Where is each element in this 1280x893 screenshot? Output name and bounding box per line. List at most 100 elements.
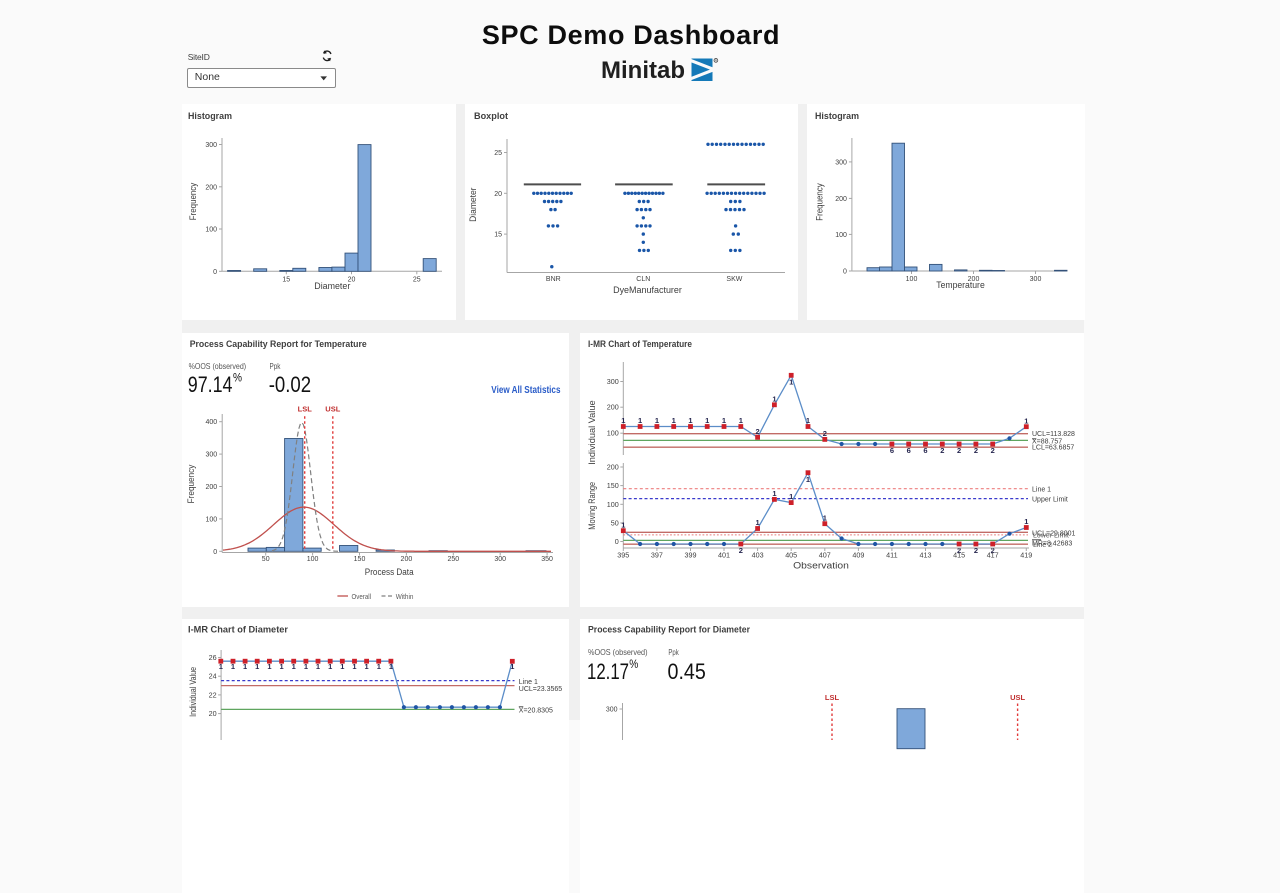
svg-text:100: 100 [607, 429, 619, 438]
svg-text:2: 2 [974, 546, 978, 555]
svg-text:1: 1 [316, 662, 320, 671]
svg-text:397: 397 [651, 551, 663, 560]
svg-text:100: 100 [835, 232, 847, 239]
svg-text:50: 50 [262, 556, 270, 563]
svg-text:Individual Value: Individual Value [188, 667, 198, 717]
svg-text:LSL: LSL [298, 405, 313, 414]
svg-text:1: 1 [1024, 517, 1028, 526]
svg-text:Upper Limit: Upper Limit [1032, 497, 1068, 504]
svg-text:200: 200 [607, 463, 619, 472]
svg-text:0: 0 [213, 269, 217, 276]
svg-text:Boxplot: Boxplot [474, 111, 509, 122]
svg-text:150: 150 [607, 481, 619, 490]
svg-text:300: 300 [607, 377, 619, 386]
svg-text:1: 1 [231, 662, 235, 671]
svg-text:%OOS (observed): %OOS (observed) [588, 647, 648, 657]
svg-text:CLN: CLN [636, 276, 650, 283]
svg-text:2: 2 [974, 446, 978, 455]
svg-text:25: 25 [494, 150, 502, 157]
svg-text:1: 1 [510, 662, 514, 671]
svg-text:100: 100 [607, 500, 619, 509]
svg-text:1: 1 [328, 662, 332, 671]
svg-text:350: 350 [541, 556, 553, 563]
svg-text:6: 6 [907, 446, 911, 455]
svg-text:1: 1 [789, 492, 793, 501]
svg-text:Diameter: Diameter [314, 281, 350, 291]
svg-text:22: 22 [209, 690, 217, 699]
svg-text:250: 250 [447, 556, 459, 563]
svg-text:200: 200 [401, 556, 413, 563]
svg-text:399: 399 [685, 551, 697, 560]
svg-text:-0.02: -0.02 [269, 372, 311, 397]
svg-text:2: 2 [823, 429, 827, 438]
svg-text:1: 1 [806, 475, 810, 484]
svg-text:1: 1 [389, 662, 393, 671]
svg-text:1: 1 [267, 662, 271, 671]
svg-text:%: % [629, 659, 638, 671]
svg-text:200: 200 [967, 276, 979, 283]
svg-text:1: 1 [280, 662, 284, 671]
svg-text:1: 1 [292, 662, 296, 671]
svg-text:Moving Range: Moving Range [587, 482, 597, 530]
svg-text:300: 300 [205, 142, 217, 149]
svg-text:Histogram: Histogram [188, 111, 232, 122]
svg-text:I-MR Chart of Temperature: I-MR Chart of Temperature [588, 339, 692, 350]
svg-text:Ppk: Ppk [668, 647, 679, 657]
svg-text:USL: USL [325, 405, 340, 414]
svg-text:Frequency: Frequency [188, 182, 198, 220]
svg-text:Frequency: Frequency [814, 183, 824, 221]
svg-text:20: 20 [209, 709, 217, 718]
svg-text:12.17: 12.17 [587, 659, 629, 684]
svg-text:15: 15 [494, 232, 502, 239]
svg-text:1: 1 [340, 662, 344, 671]
svg-text:UCL=23.3565: UCL=23.3565 [519, 686, 563, 693]
svg-text:1: 1 [219, 662, 223, 671]
svg-text:300: 300 [835, 159, 847, 166]
svg-text:%: % [233, 372, 242, 384]
svg-text:Ppk: Ppk [270, 361, 282, 371]
svg-text:395: 395 [617, 551, 629, 560]
svg-text:Line 1: Line 1 [519, 679, 538, 686]
svg-text:X=88.757: X=88.757 [1032, 439, 1062, 446]
svg-text:413: 413 [920, 551, 932, 560]
svg-text:405: 405 [785, 551, 797, 560]
svg-text:1: 1 [621, 416, 625, 425]
svg-text:1: 1 [304, 662, 308, 671]
svg-text:1: 1 [789, 378, 793, 387]
svg-text:1: 1 [1024, 416, 1028, 425]
svg-text:Diameter: Diameter [468, 188, 478, 222]
svg-text:UCL=113.828: UCL=113.828 [1032, 431, 1075, 438]
svg-text:0.45: 0.45 [668, 659, 706, 684]
svg-text:400: 400 [206, 419, 218, 426]
svg-text:1: 1 [255, 662, 259, 671]
svg-text:1: 1 [739, 416, 743, 425]
svg-text:200: 200 [835, 196, 847, 203]
svg-text:300: 300 [606, 707, 618, 714]
svg-text:Histogram: Histogram [815, 111, 859, 122]
svg-text:Observation: Observation [793, 561, 849, 571]
svg-text:300: 300 [494, 556, 506, 563]
svg-text:1: 1 [823, 513, 827, 522]
svg-text:20: 20 [348, 276, 356, 283]
svg-text:150: 150 [354, 556, 366, 563]
svg-text:Process Data: Process Data [365, 567, 414, 577]
svg-text:View All Statistics: View All Statistics [491, 385, 561, 396]
svg-text:X=20.8305: X=20.8305 [519, 708, 553, 715]
svg-text:415: 415 [953, 551, 965, 560]
svg-text:300: 300 [206, 452, 218, 459]
svg-text:SKW: SKW [726, 276, 742, 283]
svg-text:26: 26 [209, 653, 217, 662]
svg-text:Lower Limit: Lower Limit [1033, 533, 1069, 540]
svg-text:Within: Within [396, 592, 414, 601]
svg-text:1: 1 [243, 662, 247, 671]
svg-text:2: 2 [957, 446, 961, 455]
svg-text:DyeManufacturer: DyeManufacturer [613, 285, 682, 295]
svg-text:1: 1 [772, 489, 776, 498]
svg-text:100: 100 [206, 516, 218, 523]
svg-text:409: 409 [852, 551, 864, 560]
svg-text:411: 411 [886, 551, 897, 560]
svg-text:200: 200 [206, 484, 218, 491]
svg-text:401: 401 [718, 551, 730, 560]
svg-text:200: 200 [205, 184, 217, 191]
svg-text:1: 1 [655, 416, 659, 425]
